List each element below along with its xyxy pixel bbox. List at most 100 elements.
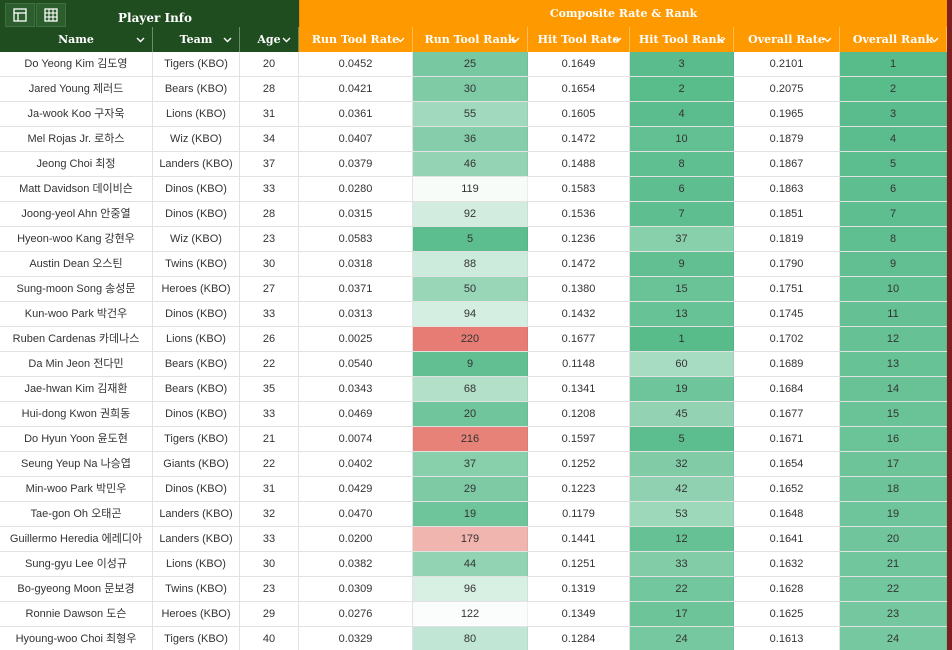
cell-overall-rate[interactable]: 0.1965 <box>734 102 840 126</box>
cell-overall-rate[interactable]: 0.1751 <box>734 277 840 301</box>
chevron-down-icon[interactable] <box>929 34 940 45</box>
column-header-hit-rate[interactable]: Hit Tool Rate <box>528 27 630 52</box>
cell-name[interactable]: Da Min Jeon 전다민 <box>0 352 153 376</box>
cell-name[interactable]: Joong-yeol Ahn 안중열 <box>0 202 153 226</box>
cell-age[interactable]: 33 <box>240 177 299 201</box>
table-row[interactable]: Ja-wook Koo 구자욱 Lions (KBO) 31 0.0361 55 0.16… <box>0 102 947 127</box>
cell-name[interactable]: Ja-wook Koo 구자욱 <box>0 102 153 126</box>
cell-run-rate[interactable]: 0.0309 <box>299 577 413 601</box>
cell-age[interactable]: 33 <box>240 527 299 551</box>
table-icon[interactable] <box>5 3 35 27</box>
cell-hit-rank[interactable]: 45 <box>630 402 734 426</box>
table-row[interactable]: Kun-woo Park 박건우 Dinos (KBO) 33 0.0313 94 0.1… <box>0 302 947 327</box>
cell-name[interactable]: Do Yeong Kim 김도영 <box>0 52 153 76</box>
cell-name[interactable]: Sung-moon Song 송성문 <box>0 277 153 301</box>
cell-overall-rank[interactable]: 14 <box>840 377 947 401</box>
cell-name[interactable]: Min-woo Park 박민우 <box>0 477 153 501</box>
cell-age[interactable]: 22 <box>240 352 299 376</box>
cell-overall-rank[interactable]: 20 <box>840 527 947 551</box>
cell-run-rank[interactable]: 88 <box>413 252 528 276</box>
cell-age[interactable]: 30 <box>240 552 299 576</box>
cell-name[interactable]: Jae-hwan Kim 김재환 <box>0 377 153 401</box>
cell-overall-rank[interactable]: 5 <box>840 152 947 176</box>
cell-name[interactable]: Guillermo Heredia 에레디아 <box>0 527 153 551</box>
cell-run-rate[interactable]: 0.0583 <box>299 227 413 251</box>
cell-overall-rate[interactable]: 0.1654 <box>734 452 840 476</box>
column-header-hit-rank[interactable]: Hit Tool Rank <box>630 27 734 52</box>
cell-hit-rank[interactable]: 6 <box>630 177 734 201</box>
cell-hit-rank[interactable]: 2 <box>630 77 734 101</box>
cell-run-rank[interactable]: 94 <box>413 302 528 326</box>
chevron-down-icon[interactable] <box>510 34 521 45</box>
cell-hit-rate[interactable]: 0.1179 <box>528 502 630 526</box>
cell-hit-rank[interactable]: 22 <box>630 577 734 601</box>
table-row[interactable]: Min-woo Park 박민우 Dinos (KBO) 31 0.0429 29 0.1… <box>0 477 947 502</box>
cell-team[interactable]: Dinos (KBO) <box>153 402 240 426</box>
cell-overall-rank[interactable]: 9 <box>840 252 947 276</box>
table-row[interactable]: Tae-gon Oh 오태곤 Landers (KBO) 32 0.0470 19 0.1… <box>0 502 947 527</box>
cell-overall-rank[interactable]: 12 <box>840 327 947 351</box>
cell-hit-rate[interactable]: 0.1319 <box>528 577 630 601</box>
cell-age[interactable]: 31 <box>240 102 299 126</box>
cell-age[interactable]: 23 <box>240 227 299 251</box>
cell-run-rate[interactable]: 0.0371 <box>299 277 413 301</box>
table-row[interactable]: Jae-hwan Kim 김재환 Bears (KBO) 35 0.0343 68 0.1… <box>0 377 947 402</box>
cell-overall-rank[interactable]: 16 <box>840 427 947 451</box>
cell-name[interactable]: Ronnie Dawson 도슨 <box>0 602 153 626</box>
cell-overall-rank[interactable]: 13 <box>840 352 947 376</box>
cell-team[interactable]: Bears (KBO) <box>153 77 240 101</box>
cell-overall-rate[interactable]: 0.1790 <box>734 252 840 276</box>
cell-team[interactable]: Wiz (KBO) <box>153 227 240 251</box>
cell-hit-rate[interactable]: 0.1605 <box>528 102 630 126</box>
cell-overall-rate[interactable]: 0.1879 <box>734 127 840 151</box>
cell-team[interactable]: Tigers (KBO) <box>153 427 240 451</box>
cell-age[interactable]: 23 <box>240 577 299 601</box>
cell-overall-rank[interactable]: 17 <box>840 452 947 476</box>
cell-run-rank[interactable]: 220 <box>413 327 528 351</box>
cell-name[interactable]: Austin Dean 오스틴 <box>0 252 153 276</box>
cell-hit-rate[interactable]: 0.1284 <box>528 627 630 650</box>
cell-hit-rate[interactable]: 0.1441 <box>528 527 630 551</box>
cell-run-rate[interactable]: 0.0313 <box>299 302 413 326</box>
cell-team[interactable]: Lions (KBO) <box>153 552 240 576</box>
chevron-down-icon[interactable] <box>135 34 146 45</box>
cell-hit-rate[interactable]: 0.1649 <box>528 52 630 76</box>
cell-team[interactable]: Heroes (KBO) <box>153 277 240 301</box>
cell-overall-rank[interactable]: 7 <box>840 202 947 226</box>
cell-run-rank[interactable]: 50 <box>413 277 528 301</box>
cell-hit-rank[interactable]: 7 <box>630 202 734 226</box>
column-header-team[interactable]: Team <box>153 27 240 52</box>
column-header-run-rate[interactable]: Run Tool Rate <box>299 27 413 52</box>
cell-hit-rate[interactable]: 0.1536 <box>528 202 630 226</box>
cell-hit-rank[interactable]: 42 <box>630 477 734 501</box>
cell-team[interactable]: Dinos (KBO) <box>153 302 240 326</box>
cell-overall-rate[interactable]: 0.1652 <box>734 477 840 501</box>
cell-overall-rank[interactable]: 4 <box>840 127 947 151</box>
cell-run-rank[interactable]: 20 <box>413 402 528 426</box>
cell-overall-rate[interactable]: 0.1851 <box>734 202 840 226</box>
cell-run-rate[interactable]: 0.0452 <box>299 52 413 76</box>
cell-overall-rank[interactable]: 18 <box>840 477 947 501</box>
table-row[interactable]: Bo-gyeong Moon 문보경 Twins (KBO) 23 0.0309 96 0… <box>0 577 947 602</box>
column-header-overall-rank[interactable]: Overall Rank <box>840 27 947 52</box>
chevron-down-icon[interactable] <box>281 34 292 45</box>
cell-run-rate[interactable]: 0.0540 <box>299 352 413 376</box>
cell-name[interactable]: Mel Rojas Jr. 로하스 <box>0 127 153 151</box>
cell-team[interactable]: Bears (KBO) <box>153 352 240 376</box>
cell-team[interactable]: Wiz (KBO) <box>153 127 240 151</box>
cell-run-rate[interactable]: 0.0469 <box>299 402 413 426</box>
cell-overall-rank[interactable]: 11 <box>840 302 947 326</box>
table-row[interactable]: Joong-yeol Ahn 안중열 Dinos (KBO) 28 0.0315 92 0… <box>0 202 947 227</box>
cell-run-rank[interactable]: 80 <box>413 627 528 650</box>
table-row[interactable]: Guillermo Heredia 에레디아 Landers (KBO) 33 0.0… <box>0 527 947 552</box>
table-row[interactable]: Ruben Cardenas 카데나스 Lions (KBO) 26 0.0025 22… <box>0 327 947 352</box>
cell-run-rank[interactable]: 96 <box>413 577 528 601</box>
chevron-down-icon[interactable] <box>612 34 623 45</box>
cell-age[interactable]: 20 <box>240 52 299 76</box>
table-row[interactable]: Seung Yeup Na 나승엽 Giants (KBO) 22 0.0402 37 0… <box>0 452 947 477</box>
cell-hit-rank[interactable]: 10 <box>630 127 734 151</box>
cell-run-rank[interactable]: 179 <box>413 527 528 551</box>
cell-overall-rank[interactable]: 2 <box>840 77 947 101</box>
cell-hit-rate[interactable]: 0.1472 <box>528 252 630 276</box>
cell-overall-rate[interactable]: 0.2075 <box>734 77 840 101</box>
